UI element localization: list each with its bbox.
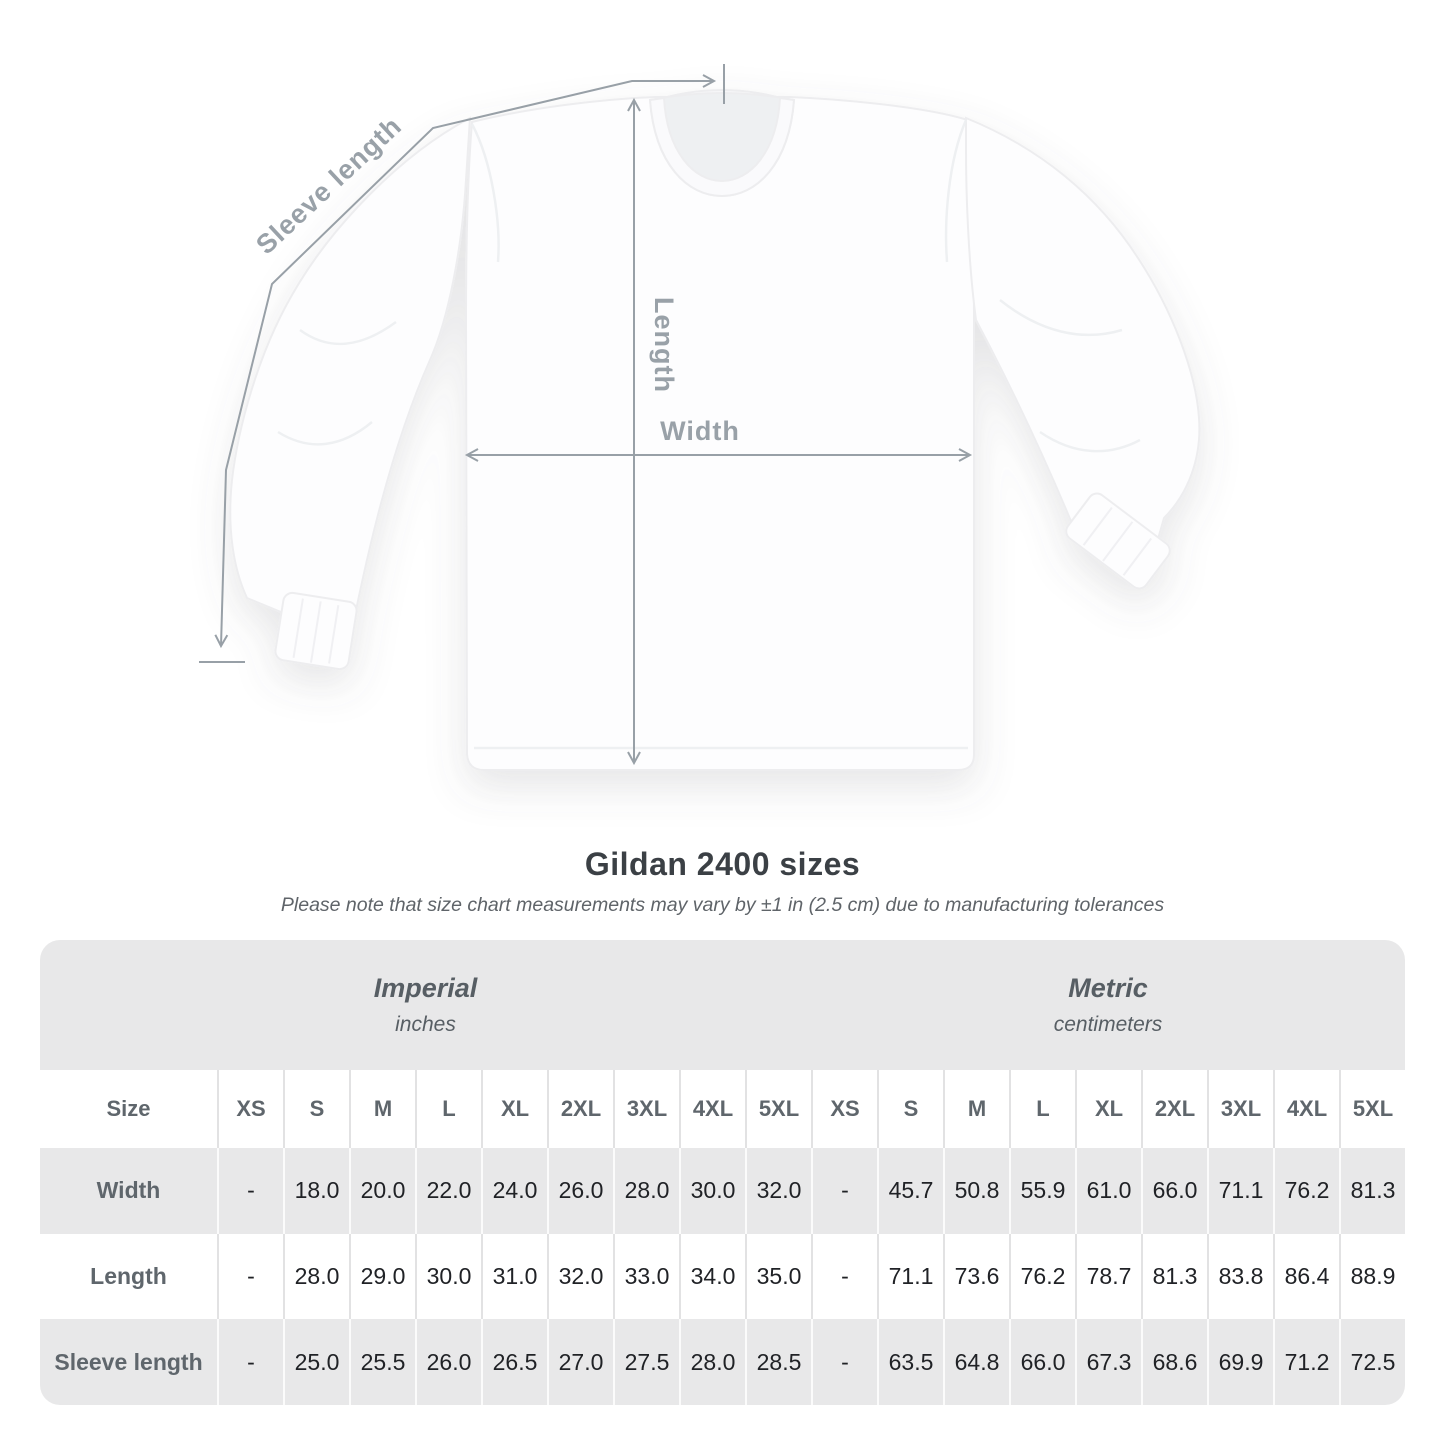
table-cell: 30.0 [415, 1233, 481, 1320]
table-cell: 78.7 [1075, 1233, 1141, 1320]
size-header-metric-XS: XS [811, 1070, 877, 1148]
table-cell: 50.8 [943, 1148, 1009, 1234]
table-cell: 25.5 [349, 1319, 415, 1405]
row-label: Length [40, 1233, 217, 1320]
table-cell: 27.0 [547, 1319, 613, 1405]
sleeve-length-arrow [214, 74, 717, 649]
width-label: Width [660, 416, 740, 446]
table-cell: 71.1 [1207, 1148, 1273, 1234]
size-header-metric-L: L [1009, 1070, 1075, 1148]
size-table: Imperial inches Metric centimeters Size XS S M L… [40, 940, 1405, 1405]
table-cell: - [217, 1233, 283, 1320]
shirt-diagram: Sleeve length Length Width [199, 64, 1201, 771]
imperial-unit-label: inches [395, 1013, 456, 1036]
metric-label: Metric [1068, 973, 1148, 1003]
metric-group-header: Metric centimeters [811, 940, 1405, 1070]
size-header-imperial-S: S [283, 1070, 349, 1148]
size-header-metric-4XL: 4XL [1273, 1070, 1339, 1148]
size-header-metric-3XL: 3XL [1207, 1070, 1273, 1148]
table-cell: 30.0 [679, 1148, 745, 1234]
table-cell: 88.9 [1339, 1233, 1405, 1320]
table-cell: - [811, 1319, 877, 1405]
size-column-header: Size [40, 1070, 217, 1148]
size-header-imperial-2XL: 2XL [547, 1070, 613, 1148]
shirt-right-cuff [1065, 492, 1171, 590]
size-header-imperial-5XL: 5XL [745, 1070, 811, 1148]
table-cell: 45.7 [877, 1148, 943, 1234]
table-cell: 32.0 [547, 1233, 613, 1320]
table-cell: 66.0 [1009, 1319, 1075, 1405]
shirt-left-cuff [274, 591, 358, 671]
table-cell: 76.2 [1009, 1233, 1075, 1320]
table-cell: 69.9 [1207, 1319, 1273, 1405]
table-cell: 86.4 [1273, 1233, 1339, 1320]
table-cell: 28.0 [679, 1319, 745, 1405]
table-cell: 28.0 [613, 1148, 679, 1234]
table-cell: 81.3 [1339, 1148, 1405, 1234]
table-cell: 20.0 [349, 1148, 415, 1234]
table-cell: 81.3 [1141, 1233, 1207, 1320]
metric-unit-label: centimeters [1053, 1013, 1163, 1036]
measurement-annotations [199, 64, 973, 766]
table-cell: 31.0 [481, 1233, 547, 1320]
shirt-right-sleeve [965, 116, 1201, 562]
imperial-label: Imperial [373, 973, 478, 1003]
table-cell: - [217, 1319, 283, 1405]
table-cell: 32.0 [745, 1148, 811, 1234]
table-cell: - [811, 1233, 877, 1320]
table-cell: 71.2 [1273, 1319, 1339, 1405]
table-cell: 67.3 [1075, 1319, 1141, 1405]
page-title: Gildan 2400 sizes [584, 846, 861, 882]
table-cell: 55.9 [1009, 1148, 1075, 1234]
size-header-imperial-4XL: 4XL [679, 1070, 745, 1148]
size-header-metric-M: M [943, 1070, 1009, 1148]
length-label: Length [649, 297, 679, 393]
row-label: Sleeve length [54, 1348, 203, 1375]
table-cell: - [217, 1148, 283, 1234]
table-cell: 72.5 [1339, 1319, 1405, 1405]
tolerance-note: Please note that size chart measurements… [280, 894, 1165, 916]
table-cell: 34.0 [679, 1233, 745, 1320]
size-header-metric-S: S [877, 1070, 943, 1148]
table-cell: 26.0 [415, 1319, 481, 1405]
table-cell: 28.5 [745, 1319, 811, 1405]
table-cell: 71.1 [877, 1233, 943, 1320]
table-cell: 68.6 [1141, 1319, 1207, 1405]
size-header-metric-2XL: 2XL [1141, 1070, 1207, 1148]
table-cell: 64.8 [943, 1319, 1009, 1405]
table-cell: 83.8 [1207, 1233, 1273, 1320]
row-label: Width [96, 1177, 161, 1204]
table-cell: 24.0 [481, 1148, 547, 1234]
size-header-metric-5XL: 5XL [1339, 1070, 1405, 1148]
table-cell: 22.0 [415, 1148, 481, 1234]
table-cell: 25.0 [283, 1319, 349, 1405]
size-header-imperial-XL: XL [481, 1070, 547, 1148]
table-cell: 18.0 [283, 1148, 349, 1234]
table-cell: 28.0 [283, 1233, 349, 1320]
table-cell: 63.5 [877, 1319, 943, 1405]
size-header-imperial-3XL: 3XL [613, 1070, 679, 1148]
table-cell: 26.5 [481, 1319, 547, 1405]
imperial-group-header: Imperial inches [40, 940, 811, 1070]
table-cell: 61.0 [1075, 1148, 1141, 1234]
table-cell: 27.5 [613, 1319, 679, 1405]
table-cell: 35.0 [745, 1233, 811, 1320]
table-cell: 26.0 [547, 1148, 613, 1234]
shirt-left-sleeve [229, 116, 472, 632]
table-cell: 66.0 [1141, 1148, 1207, 1234]
size-header-imperial-L: L [415, 1070, 481, 1148]
size-header-metric-XL: XL [1075, 1070, 1141, 1148]
size-header-imperial-M: M [349, 1070, 415, 1148]
table-cell: 76.2 [1273, 1148, 1339, 1234]
table-cell: 29.0 [349, 1233, 415, 1320]
size-header-imperial-XS: XS [217, 1070, 283, 1148]
table-cell: 73.6 [943, 1233, 1009, 1320]
table-cell: 33.0 [613, 1233, 679, 1320]
table-cell: - [811, 1148, 877, 1234]
